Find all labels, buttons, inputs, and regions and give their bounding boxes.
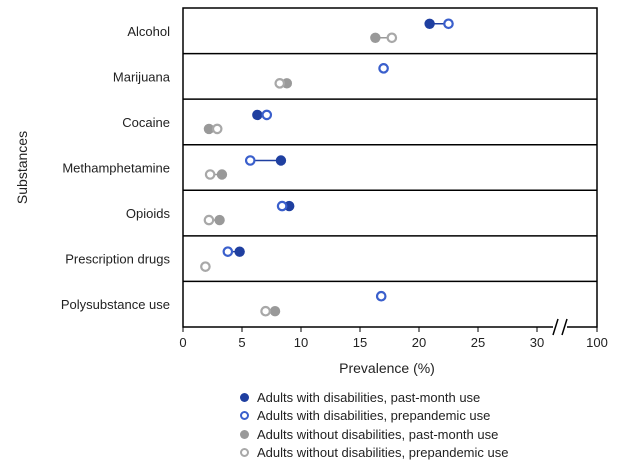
no-disability-prepandemic-point <box>260 305 271 317</box>
legend-marker <box>240 429 249 439</box>
disability-past-month-point <box>234 246 245 257</box>
disability-past-month-point <box>252 109 263 121</box>
y-axis-label: Substances <box>14 131 30 204</box>
disability-past-month-point <box>424 18 435 29</box>
x-tick-label: 20 <box>412 335 426 350</box>
disability-prepandemic-point <box>443 18 454 30</box>
no-disability-prepandemic-point <box>203 214 215 226</box>
x-tick-label: 15 <box>353 335 367 350</box>
no-disability-prepandemic-point <box>274 78 286 89</box>
legend-label: Adults without disabilities, prepandemic… <box>257 445 509 461</box>
category-label: Opioids <box>126 206 171 221</box>
no-disability-past-month-point <box>203 123 215 135</box>
disability-prepandemic-point <box>375 290 387 302</box>
plot-frame <box>182 7 598 328</box>
no-disability-past-month-point <box>214 214 225 226</box>
no-disability-prepandemic-point <box>200 261 211 272</box>
legend-item: Adults with disabilities, prepandemic us… <box>240 407 508 426</box>
x-tick-label: 0 <box>179 335 186 350</box>
legend-marker <box>240 392 249 402</box>
category-label: Marijuana <box>113 69 171 84</box>
disability-prepandemic-point <box>244 155 256 166</box>
legend-item: Adults without disabilities, past-month … <box>240 425 508 444</box>
no-disability-past-month-point <box>269 306 281 317</box>
no-disability-prepandemic-point <box>204 169 216 180</box>
disability-prepandemic-point <box>222 246 234 257</box>
axis-break-mask <box>553 315 567 339</box>
disability-past-month-point <box>275 155 287 166</box>
legend: Adults with disabilities, past-month use… <box>240 388 508 462</box>
disability-prepandemic-point <box>378 63 389 74</box>
x-tick-label: 10 <box>294 335 308 350</box>
legend-marker <box>240 448 249 458</box>
disability-prepandemic-point <box>276 200 288 212</box>
dumbbell-chart: 0 5 10 15 20 25 30 100 Prevalence (%) Substances A… <box>14 7 608 376</box>
legend-label: Adults with disabilities, past-month use <box>257 389 481 405</box>
category-label: Prescription drugs <box>65 252 170 267</box>
legend-item: Adults with disabilities, past-month use <box>240 388 508 407</box>
legend-marker <box>240 411 249 421</box>
x-tick-label: 30 <box>530 335 544 350</box>
no-disability-prepandemic-point <box>211 123 223 135</box>
no-disability-past-month-point <box>216 169 228 180</box>
legend-label: Adults without disabilities, past-month … <box>257 426 499 442</box>
category-label: Methamphetamine <box>62 161 170 176</box>
x-tick-label: 100 <box>586 335 608 350</box>
category-label: Cocaine <box>122 115 170 130</box>
no-disability-prepandemic-point <box>386 32 398 44</box>
axis-break-mark <box>552 318 559 336</box>
x-tick-label: 25 <box>471 335 485 350</box>
category-label: Alcohol <box>127 24 170 39</box>
legend-item: Adults without disabilities, prepandemic… <box>240 444 508 463</box>
x-tick-label: 5 <box>238 335 245 350</box>
disability-prepandemic-point <box>261 109 273 121</box>
category-label: Polysubstance use <box>61 297 170 312</box>
legend-label: Adults with disabilities, prepandemic us… <box>257 408 491 424</box>
axis-break-mark <box>561 318 568 336</box>
x-axis-label: Prevalence (%) <box>339 360 435 376</box>
no-disability-past-month-point <box>370 32 381 43</box>
